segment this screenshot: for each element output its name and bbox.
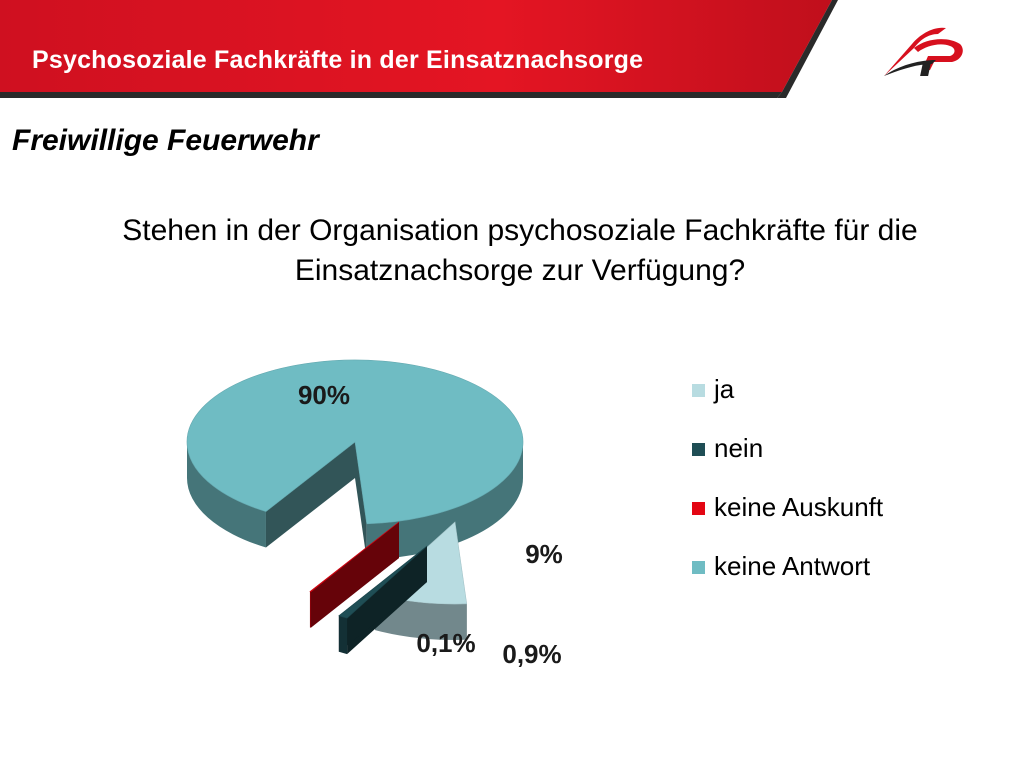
legend-label: ja bbox=[714, 374, 735, 404]
data-label: 9% bbox=[525, 539, 563, 569]
pie-slice bbox=[338, 545, 428, 655]
organization-logo-icon bbox=[884, 27, 963, 77]
legend-label: keine Auskunft bbox=[714, 492, 884, 522]
data-label: 90% bbox=[298, 380, 350, 410]
pie-slice bbox=[309, 521, 400, 628]
data-label: 0,9% bbox=[502, 639, 561, 669]
pie-slice bbox=[186, 359, 524, 560]
data-label: 0,1% bbox=[416, 628, 475, 658]
legend-swatch bbox=[692, 443, 705, 456]
legend-swatch bbox=[692, 502, 705, 515]
legend-swatch bbox=[692, 561, 705, 574]
legend-label: nein bbox=[714, 433, 764, 463]
section-heading: Freiwillige Feuerwehr bbox=[12, 124, 319, 157]
header-band bbox=[0, 0, 838, 98]
slide-title: Psychosoziale Fachkräfte in der Einsatzn… bbox=[32, 46, 644, 74]
legend-label: keine Antwort bbox=[714, 551, 871, 581]
question-text: Stehen in der Organisation psychosoziale… bbox=[122, 214, 918, 287]
legend-swatch bbox=[692, 384, 705, 397]
